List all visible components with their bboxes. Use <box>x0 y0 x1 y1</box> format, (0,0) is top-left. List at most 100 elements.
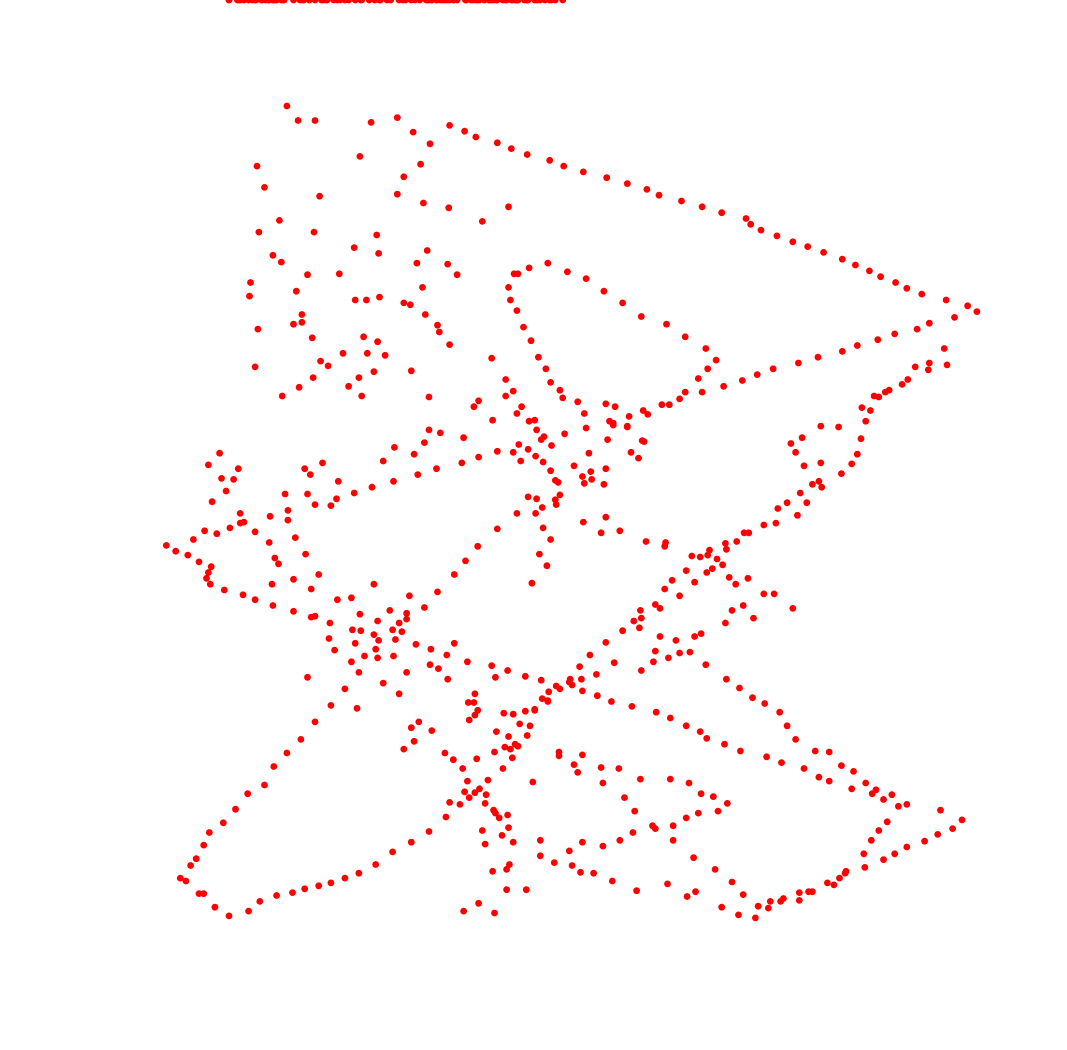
scatter-point <box>351 0 359 4</box>
scatter-point <box>574 769 582 776</box>
scatter-point <box>444 260 452 268</box>
scatter-point <box>407 724 415 732</box>
scatter-point <box>885 386 893 394</box>
scatter-point <box>327 502 335 509</box>
scatter-point <box>688 552 696 560</box>
scatter-point <box>475 453 482 461</box>
scatter-point <box>316 192 323 200</box>
scatter-point <box>357 627 365 635</box>
scatter-point <box>745 529 753 537</box>
scatter-point <box>374 654 381 662</box>
scatter-point <box>691 578 698 586</box>
scatter-point <box>798 434 806 442</box>
scatter-point <box>681 388 689 396</box>
scatter-point <box>835 423 842 431</box>
scatter-point <box>195 558 203 566</box>
scatter-point <box>616 836 624 844</box>
scatter-point <box>357 0 365 4</box>
scatter-point <box>949 825 956 832</box>
scatter-point <box>345 382 352 390</box>
scatter-point <box>226 524 234 532</box>
scatter-point <box>341 874 349 882</box>
scatter-point <box>559 0 567 4</box>
scatter-point <box>817 422 825 430</box>
scatter-point <box>537 436 545 443</box>
scatter-point <box>459 765 467 772</box>
scatter-point <box>633 887 640 895</box>
scatter-point <box>809 480 816 488</box>
scatter-point <box>400 299 408 307</box>
scatter-point <box>548 0 555 4</box>
scatter-point <box>803 499 811 507</box>
scatter-point <box>911 363 919 371</box>
scatter-point <box>682 722 690 730</box>
scatter-point <box>368 483 376 491</box>
scatter-point <box>172 547 180 555</box>
scatter-point <box>924 366 932 374</box>
scatter-point <box>311 718 319 726</box>
scatter-point <box>392 636 399 643</box>
scatter-point <box>351 639 359 647</box>
scatter-point <box>505 203 512 211</box>
scatter-point <box>390 477 397 485</box>
scatter-point <box>513 510 521 517</box>
scatter-point <box>502 392 510 400</box>
scatter-point <box>473 755 481 763</box>
scatter-point <box>190 536 197 543</box>
scatter-point <box>426 661 434 669</box>
scatter-point <box>765 904 772 912</box>
scatter-point <box>395 0 403 4</box>
scatter-point <box>294 117 302 124</box>
scatter-point <box>222 487 230 495</box>
scatter-point <box>187 862 195 869</box>
scatter-point <box>874 336 882 344</box>
scatter-point <box>206 580 214 588</box>
scatter-point <box>858 404 866 411</box>
scatter-point <box>533 495 540 503</box>
scatter-point <box>492 809 499 817</box>
scatter-point <box>891 850 899 858</box>
scatter-point <box>301 885 309 893</box>
scatter-point <box>789 605 797 612</box>
scatter-point <box>694 809 702 817</box>
scatter-point <box>271 0 279 4</box>
scatter-point <box>723 545 730 553</box>
scatter-point <box>545 688 553 696</box>
scatter-point <box>318 0 325 4</box>
scatter-point <box>353 704 361 712</box>
scatter-point <box>507 745 514 753</box>
scatter-point <box>836 874 843 882</box>
scatter-point <box>500 709 508 717</box>
scatter-point <box>582 275 590 282</box>
scatter-point <box>686 648 694 656</box>
scatter-point <box>428 0 436 4</box>
scatter-point <box>818 483 826 491</box>
scatter-point <box>493 728 500 735</box>
scatter-point <box>783 722 791 730</box>
scatter-point <box>461 127 468 135</box>
scatter-point <box>330 0 338 4</box>
scatter-point <box>416 0 424 4</box>
scatter-point <box>539 524 547 532</box>
scatter-point <box>683 893 691 900</box>
scatter-point <box>417 160 424 168</box>
scatter-point <box>470 403 478 411</box>
scatter-point <box>713 555 721 563</box>
scatter-point <box>587 468 595 475</box>
scatter-point <box>663 320 670 328</box>
scatter-point <box>606 417 613 425</box>
scatter-point <box>478 827 486 834</box>
scatter-point <box>349 626 356 634</box>
scatter-point <box>491 748 498 756</box>
scatter-point <box>205 461 212 469</box>
scatter-point <box>273 892 280 899</box>
scatter-point <box>516 720 524 728</box>
scatter-point <box>439 0 447 4</box>
scatter-point <box>838 762 845 769</box>
scatter-point <box>579 687 586 695</box>
scatter-point <box>556 491 564 499</box>
scatter-point <box>719 561 726 569</box>
scatter-point <box>619 627 626 635</box>
scatter-point <box>853 342 861 349</box>
scatter-point <box>248 0 256 4</box>
